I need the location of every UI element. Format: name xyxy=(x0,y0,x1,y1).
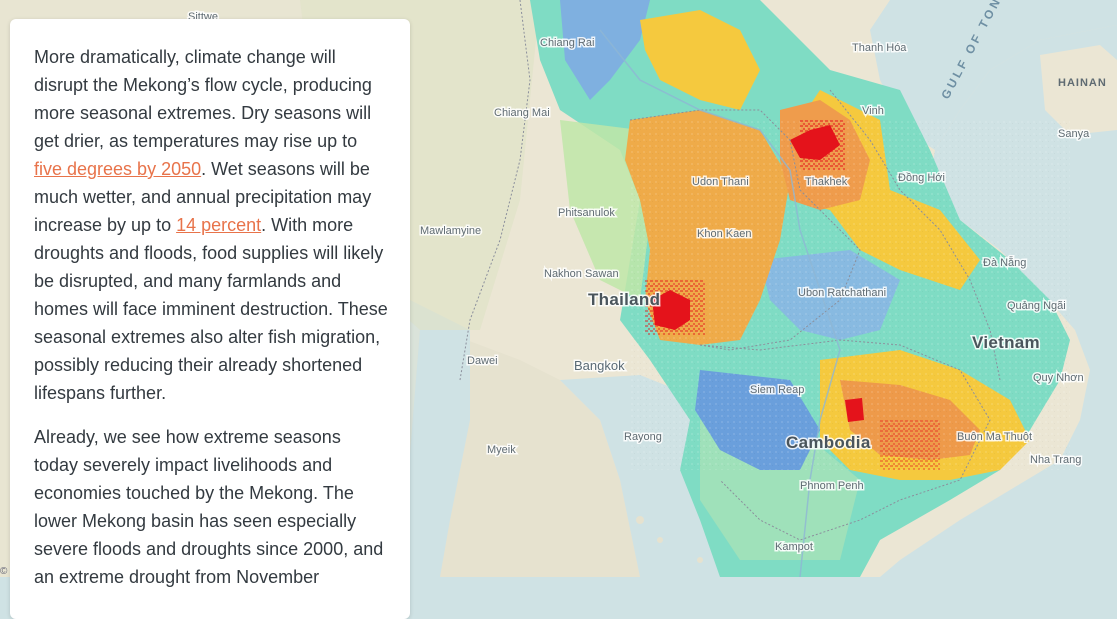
place-label: Quảng Ngãi xyxy=(1007,300,1066,312)
hainan-island xyxy=(1040,45,1117,135)
river-mekong xyxy=(599,29,841,577)
place-label: Mawlamyine xyxy=(420,225,481,237)
place-label: Đồng Hới xyxy=(898,172,945,184)
place-label: Phitsanulok xyxy=(558,207,615,219)
place-label: Quy Nhơn xyxy=(1033,372,1084,384)
story-paragraph-1: More dramatically, climate change will d… xyxy=(34,43,388,407)
data-yellow-north xyxy=(640,10,760,110)
data-cool-blue-north xyxy=(560,0,650,100)
story-card: More dramatically, climate change will d… xyxy=(10,19,410,619)
andaman-sea xyxy=(410,300,470,577)
place-label: Thakhek xyxy=(805,176,848,188)
island-label-hainan: HAINAN xyxy=(1058,77,1107,89)
place-label: Nakhon Sawan xyxy=(544,268,619,280)
place-label: Khon Kaen xyxy=(697,228,751,240)
gulf-of-tonkin xyxy=(870,0,1117,150)
place-label: Buôn Ma Thuột xyxy=(957,431,1032,443)
border-vietnam-laos xyxy=(829,89,1001,381)
place-label: Myeik xyxy=(487,444,516,456)
place-label: Udon Thani xyxy=(692,176,749,188)
country-label-thailand: Thailand xyxy=(588,290,660,309)
place-label: Dawei xyxy=(467,355,498,367)
place-label: Ubon Ratchathani xyxy=(798,287,886,299)
country-label-vietnam: Vietnam xyxy=(972,333,1040,352)
link-five-degrees[interactable]: five degrees by 2050 xyxy=(34,159,202,179)
story-text: . Wet seasons will be much wetter, and a… xyxy=(34,159,372,235)
place-label: Phnom Penh xyxy=(800,480,864,492)
story-text: . With more droughts and floods, food su… xyxy=(34,215,388,403)
map-attribution[interactable]: © xyxy=(0,566,8,577)
place-label: Chiang Mai xyxy=(494,107,550,119)
data-hot-red-cambodia xyxy=(845,398,864,422)
border-cambodia xyxy=(699,339,991,541)
link-14-percent[interactable]: 14 percent xyxy=(176,215,262,235)
place-label: Vinh xyxy=(862,105,884,117)
place-label: Kampot xyxy=(775,541,813,553)
place-label: Thanh Hóa xyxy=(852,42,907,54)
place-label: Nha Trang xyxy=(1030,454,1081,466)
place-label: Đà Nẵng xyxy=(983,256,1026,269)
place-label: Rayong xyxy=(624,431,662,443)
land-peninsula xyxy=(420,330,640,577)
place-label: Sanya xyxy=(1058,128,1090,140)
capital-label: Bangkok xyxy=(574,358,625,373)
place-label: Chiang Rai xyxy=(540,37,594,49)
country-label-cambodia: Cambodia xyxy=(786,433,871,452)
story-text: More dramatically, climate change will d… xyxy=(34,47,372,151)
story-paragraph-2: Already, we see how extreme seasons toda… xyxy=(34,427,384,587)
place-label: Siem Reap xyxy=(750,384,804,396)
